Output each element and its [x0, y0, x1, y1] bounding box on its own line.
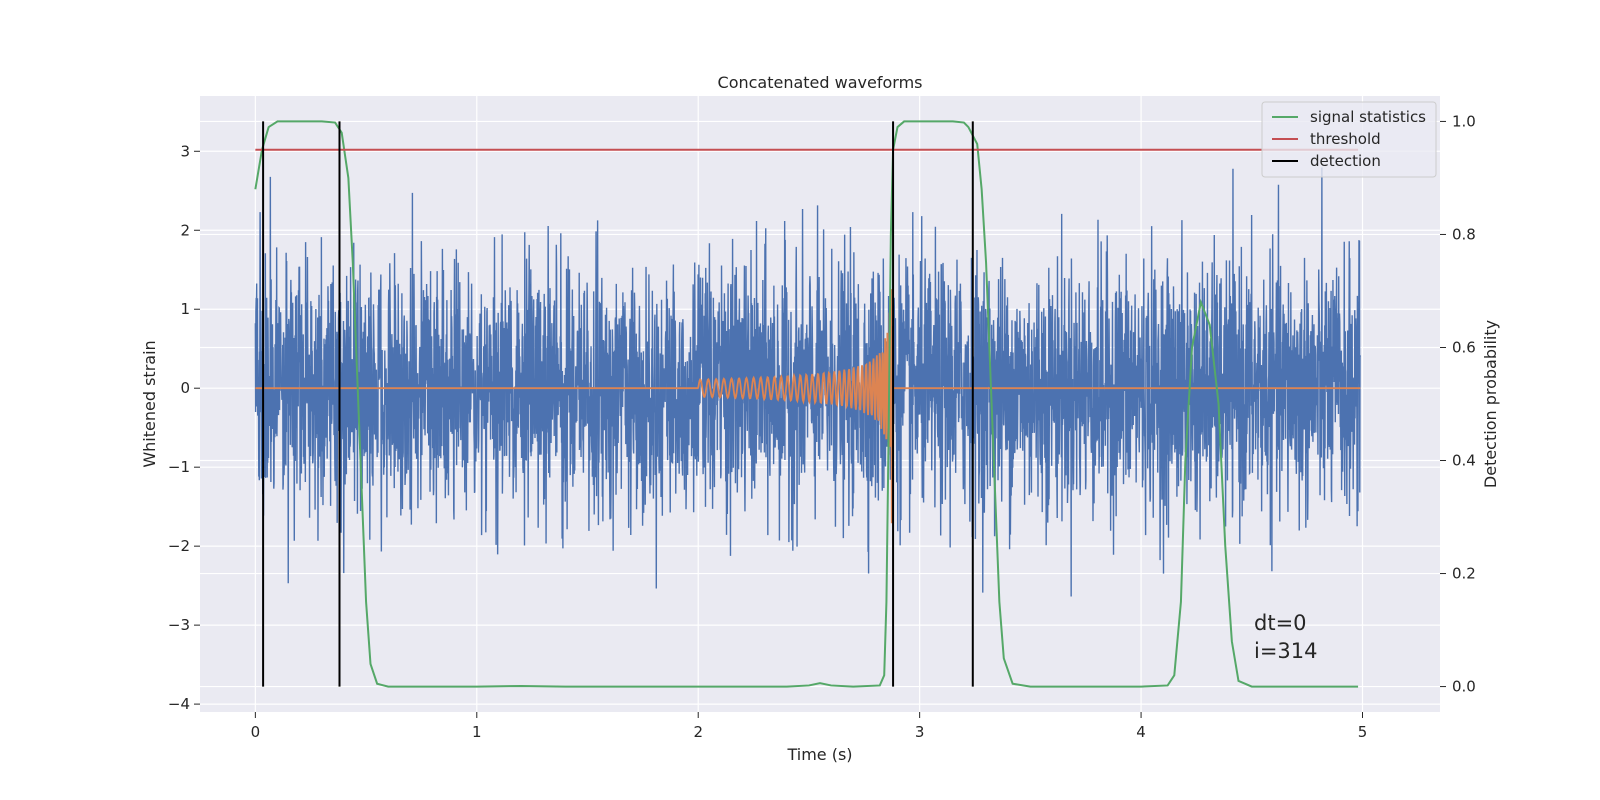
legend: signal statistics threshold detection: [1261, 101, 1437, 178]
y2-tick-label: 1.0: [1452, 112, 1476, 130]
x-tick-label: 0: [251, 723, 261, 741]
axes-layer: 0 1 2 3 4 5 −4 −3 −2 −1 0 1 2 3 0.0 0.2 0.4 0.6 0.8 1.0: [168, 112, 1476, 741]
annotation-index: i=314: [1254, 639, 1318, 663]
y-tick-label: −2: [168, 537, 190, 555]
x-axis-label: Time (s): [786, 745, 852, 764]
y2-tick-label: 0.2: [1452, 565, 1476, 583]
signal-statistics-line: [254, 120, 1359, 688]
y-axis-label: Whitened strain: [140, 340, 159, 467]
annotation-dt: dt=0: [1254, 611, 1307, 635]
x-tick-label: 1: [472, 723, 482, 741]
series-layer: [254, 120, 1361, 688]
legend-label-signal-statistics: signal statistics: [1310, 108, 1426, 126]
y-tick-label: 3: [180, 142, 190, 160]
chart-title: Concatenated waveforms: [718, 73, 923, 92]
y-tick-label: −1: [168, 458, 190, 476]
y-tick-label: 1: [180, 300, 190, 318]
injected-waveform-line: [255, 289, 1361, 524]
legend-label-detection: detection: [1310, 152, 1381, 170]
legend-label-threshold: threshold: [1310, 130, 1381, 148]
x-tick-label: 5: [1358, 723, 1368, 741]
x-tick-label: 2: [693, 723, 703, 741]
y2-tick-label: 0.4: [1452, 452, 1476, 470]
y-tick-label: 0: [180, 379, 190, 397]
y-tick-label: 2: [180, 221, 190, 239]
legend-frame: [1261, 101, 1437, 178]
x-tick-label: 3: [915, 723, 925, 741]
y2-tick-label: 0.0: [1452, 678, 1476, 696]
y2-axis-label: Detection probability: [1481, 320, 1500, 488]
x-tick-label: 4: [1136, 723, 1146, 741]
strain-noise-line: [254, 167, 1361, 597]
y2-tick-label: 0.6: [1452, 338, 1476, 356]
y-tick-label: −3: [168, 616, 190, 634]
y-tick-label: −4: [168, 695, 190, 713]
y2-tick-label: 0.8: [1452, 225, 1476, 243]
